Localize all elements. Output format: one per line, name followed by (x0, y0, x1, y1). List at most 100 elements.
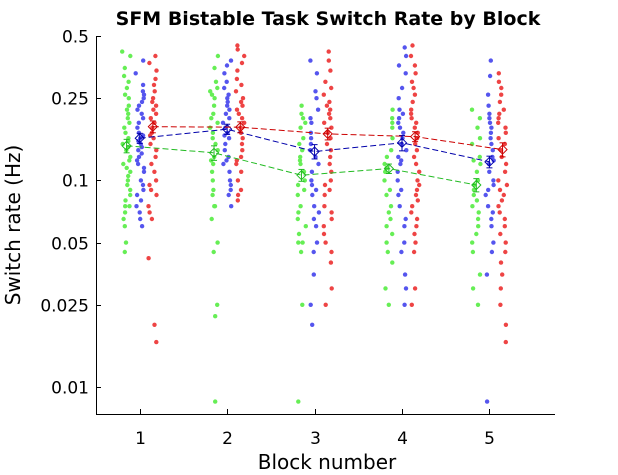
series-2-block-1-point-18 (154, 148, 159, 153)
series-0-block-3-point-21 (300, 240, 305, 245)
series-1-block-2-point-7 (225, 99, 230, 105)
series-0-block-1-point-2 (122, 65, 128, 71)
series-2-block-5-point-16 (502, 169, 508, 174)
series-2-block-3-point-22 (327, 187, 332, 193)
series-1-block-2-point-16 (226, 136, 232, 141)
series-1-block-2-point-20 (224, 158, 229, 163)
series-0-block-2-point-6 (212, 96, 217, 101)
series-1-block-1-point-9 (139, 111, 144, 117)
series-1-block-5-point-6 (487, 120, 493, 126)
series-1-block-3-point-26 (310, 322, 315, 327)
series-2-block-4-point-11 (414, 120, 419, 126)
points-layer (120, 43, 510, 404)
series-2-block-5-point-8 (496, 120, 501, 126)
series-0-block-5-point-3 (477, 136, 483, 141)
series-0-block-4-point-2 (390, 120, 395, 126)
series-0-block-3-point-5 (301, 136, 306, 141)
series-0-block-3-point-13 (295, 182, 301, 188)
series-0-block-5-point-2 (475, 125, 480, 130)
series-2-block-2-point-18 (239, 141, 245, 147)
series-1-block-5-point-7 (489, 125, 494, 130)
series-2-block-5-point-1 (496, 79, 502, 85)
series-2-block-4-point-12 (412, 125, 417, 130)
series-0-block-5-point-1 (477, 116, 483, 121)
series-0-block-2-point-4 (208, 89, 213, 94)
series-1-block-4-point-16 (399, 158, 404, 163)
series-2-block-2-point-8 (240, 96, 246, 101)
series-1-block-3-point-2 (313, 89, 318, 94)
series-2-block-1-point-30 (152, 322, 157, 327)
series-2-block-4-point-25 (410, 204, 415, 209)
series-2-block-5-point-4 (497, 99, 503, 105)
series-2-block-4-point-23 (413, 192, 419, 198)
series-1-mean-line (139, 128, 490, 163)
series-2-block-2-point-4 (235, 68, 240, 73)
series-1-block-2-point-8 (225, 103, 230, 108)
series-2-block-5-point-11 (496, 136, 501, 141)
series-2-block-5-point-31 (498, 286, 503, 291)
series-2-block-5-point-26 (498, 231, 503, 237)
series-2-block-1-point-19 (153, 154, 158, 160)
series-0-block-2-point-11 (207, 125, 213, 130)
series-2-block-4-point-0 (410, 43, 415, 48)
series-2-block-4-point-30 (413, 240, 418, 245)
series-2-block-4-point-8 (409, 107, 414, 112)
series-1-block-5-point-3 (486, 103, 491, 108)
series-2-block-2-point-10 (240, 103, 245, 108)
series-1-block-2-point-5 (226, 92, 231, 97)
series-1-block-5-point-24 (491, 240, 496, 245)
series-2-block-1-point-3 (153, 76, 158, 82)
series-1-mean-marker-3 (309, 146, 320, 157)
series-0-block-1-point-7 (126, 96, 131, 101)
series-1-block-1-point-23 (135, 161, 141, 167)
series-2-block-1-point-0 (153, 53, 158, 59)
series-1-block-2-point-4 (222, 85, 227, 91)
series-0-block-2-point-7 (211, 103, 217, 108)
series-2-block-4-point-18 (413, 161, 419, 167)
series-0-block-5-point-14 (470, 204, 475, 209)
series-2-block-5-point-3 (499, 92, 504, 97)
series-1-block-1-point-34 (139, 224, 145, 229)
series-2-block-1-point-6 (150, 96, 156, 101)
series-1-block-3-point-5 (308, 116, 313, 121)
series-0-block-2-point-27 (211, 249, 216, 255)
series-1-block-2-point-2 (222, 71, 227, 76)
series-1-block-5-point-0 (488, 58, 493, 63)
series-1-block-5-point-17 (491, 182, 496, 188)
series-2-block-1-point-26 (146, 204, 151, 209)
series-2-block-3-point-32 (329, 286, 334, 291)
series-2-block-2-point-17 (240, 136, 245, 141)
series-1-block-2-point-21 (221, 161, 226, 167)
series-1-block-2-point-11 (227, 116, 232, 121)
series-0-block-1-point-35 (122, 224, 128, 229)
series-1-block-4-point-25 (402, 240, 407, 245)
series-1-block-5-point-10 (489, 141, 494, 147)
series-2-block-2-point-3 (239, 60, 245, 66)
series-0-mean-line (126, 145, 477, 186)
series-2-block-3-point-4 (329, 85, 334, 91)
series-0-block-3-point-17 (296, 210, 301, 215)
series-1-block-4-point-14 (404, 148, 409, 153)
series-0-block-2-point-2 (213, 79, 219, 85)
series-1-block-3-point-9 (308, 141, 314, 147)
series-0-block-3-point-0 (299, 103, 304, 108)
series-0-block-5-point-22 (470, 286, 476, 291)
series-1-block-1-point-33 (138, 216, 143, 222)
series-2-block-2-point-7 (233, 89, 239, 94)
series-1-block-4-point-29 (402, 302, 407, 307)
y-tick-label-5: 0.5 (62, 28, 89, 48)
series-2-block-4-point-1 (408, 53, 414, 59)
series-0-block-1-point-32 (127, 204, 132, 209)
series-2-block-5-point-0 (496, 71, 501, 76)
series-1-block-3-point-1 (314, 71, 320, 76)
series-1-block-2-point-9 (227, 107, 232, 112)
series-0-block-2-point-5 (209, 92, 215, 97)
series-1-block-5-point-22 (489, 216, 494, 222)
series-2-block-3-point-28 (321, 231, 327, 237)
series-1-block-2-point-1 (224, 63, 230, 68)
series-2-block-5-point-23 (497, 210, 502, 215)
series-2-block-5-point-21 (499, 198, 505, 203)
series-1-block-4-point-21 (396, 192, 401, 198)
series-2-block-5-point-7 (496, 116, 501, 121)
